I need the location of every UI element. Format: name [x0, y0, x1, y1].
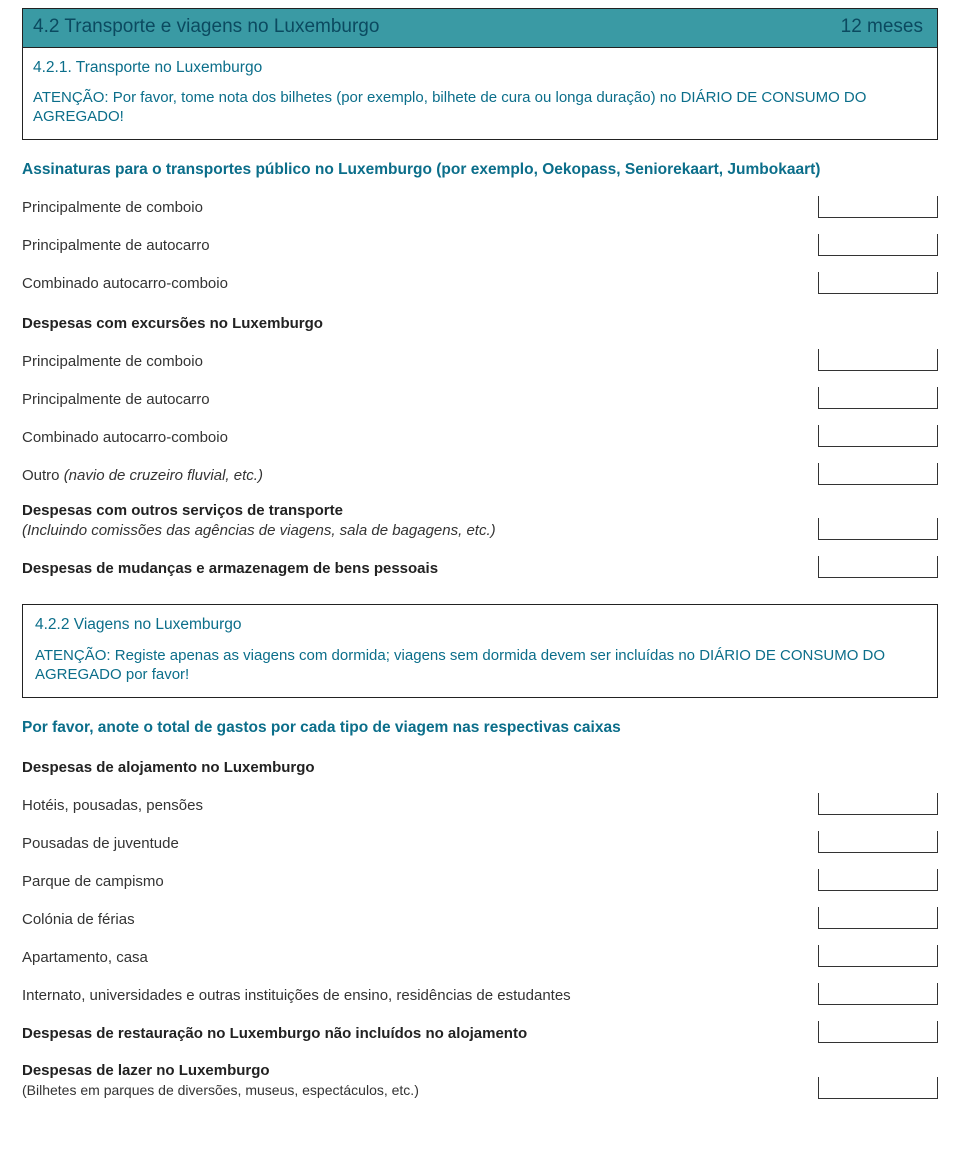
- form-row: Despesas de mudanças e armazenagem de be…: [22, 556, 938, 578]
- row-label: Combinado autocarro-comboio: [22, 428, 818, 448]
- row-label: Despesas de lazer no Luxemburgo (Bilhete…: [22, 1061, 818, 1099]
- subsection-421-box: 4.2.1. Transporte no Luxemburgo ATENÇÃO:…: [22, 48, 938, 140]
- attention-421: ATENÇÃO: Por favor, tome nota dos bilhet…: [33, 88, 927, 127]
- lazer-heading: Despesas de lazer no Luxemburgo: [22, 1062, 270, 1079]
- outros-sub: (Incluindo comissões das agências de via…: [22, 521, 808, 541]
- row-label: Principalmente de comboio: [22, 198, 818, 218]
- form-row: Principalmente de autocarro: [22, 234, 938, 256]
- form-row: Principalmente de comboio: [22, 196, 938, 218]
- form-row: Principalmente de comboio: [22, 349, 938, 371]
- amount-input[interactable]: [818, 983, 938, 1005]
- lazer-sub: (Bilhetes em parques de diversões, museu…: [22, 1081, 808, 1099]
- subsection-421-title: 4.2.1. Transporte no Luxemburgo: [33, 58, 927, 78]
- row-label: Despesas com outros serviços de transpor…: [22, 501, 818, 540]
- row-label: Pousadas de juventude: [22, 834, 818, 854]
- row-label: Principalmente de autocarro: [22, 390, 818, 410]
- form-row: Despesas de lazer no Luxemburgo (Bilhete…: [22, 1061, 938, 1099]
- form-row: Despesas de restauração no Luxemburgo nã…: [22, 1021, 938, 1043]
- amount-input[interactable]: [818, 349, 938, 371]
- excursoes-heading: Despesas com excursões no Luxemburgo: [22, 314, 938, 334]
- amount-input[interactable]: [818, 793, 938, 815]
- mudancas-label: Despesas de mudanças e armazenagem de be…: [22, 559, 818, 579]
- form-row: Apartamento, casa: [22, 945, 938, 967]
- form-row: Combinado autocarro-comboio: [22, 425, 938, 447]
- form-row: Colónia de férias: [22, 907, 938, 929]
- form-row: Principalmente de autocarro: [22, 387, 938, 409]
- row-label-pre: Outro: [22, 467, 64, 484]
- row-label: Colónia de férias: [22, 910, 818, 930]
- row-label: Hotéis, pousadas, pensões: [22, 796, 818, 816]
- row-label: Principalmente de autocarro: [22, 236, 818, 256]
- amount-input[interactable]: [818, 1021, 938, 1043]
- amount-input[interactable]: [818, 907, 938, 929]
- amount-input[interactable]: [818, 869, 938, 891]
- amount-input[interactable]: [818, 272, 938, 294]
- amount-input[interactable]: [818, 518, 938, 540]
- header-period: 12 meses: [841, 15, 923, 40]
- form-row: Internato, universidades e outras instit…: [22, 983, 938, 1005]
- form-row: Pousadas de juventude: [22, 831, 938, 853]
- subsection-422-title: 4.2.2 Viagens no Luxemburgo: [35, 615, 925, 635]
- section-header-42: 4.2 Transporte e viagens no Luxemburgo 1…: [22, 8, 938, 48]
- outros-heading: Despesas com outros serviços de transpor…: [22, 502, 343, 519]
- amount-input[interactable]: [818, 945, 938, 967]
- form-row: Combinado autocarro-comboio: [22, 272, 938, 294]
- subsection-422-box: 4.2.2 Viagens no Luxemburgo ATENÇÃO: Reg…: [22, 604, 938, 697]
- row-label: Combinado autocarro-comboio: [22, 274, 818, 294]
- row-label: Outro (navio de cruzeiro fluvial, etc.): [22, 466, 818, 486]
- assinaturas-heading: Assinaturas para o transportes público n…: [22, 160, 938, 180]
- header-title: 4.2 Transporte e viagens no Luxemburgo: [33, 15, 379, 40]
- amount-input[interactable]: [818, 463, 938, 485]
- amount-input[interactable]: [818, 387, 938, 409]
- form-row: Parque de campismo: [22, 869, 938, 891]
- amount-input[interactable]: [818, 234, 938, 256]
- attention-422: ATENÇÃO: Registe apenas as viagens com d…: [35, 646, 925, 685]
- amount-input[interactable]: [818, 1077, 938, 1099]
- row-label: Internato, universidades e outras instit…: [22, 986, 818, 1006]
- alojamento-heading: Despesas de alojamento no Luxemburgo: [22, 758, 938, 778]
- form-row: Despesas com outros serviços de transpor…: [22, 501, 938, 540]
- restauracao-label: Despesas de restauração no Luxemburgo nã…: [22, 1024, 818, 1044]
- amount-input[interactable]: [818, 425, 938, 447]
- form-row: Hotéis, pousadas, pensões: [22, 793, 938, 815]
- amount-input[interactable]: [818, 556, 938, 578]
- row-label-italic: (navio de cruzeiro fluvial, etc.): [64, 467, 263, 484]
- amount-input[interactable]: [818, 831, 938, 853]
- row-label: Apartamento, casa: [22, 948, 818, 968]
- row-label: Parque de campismo: [22, 872, 818, 892]
- form-row: Outro (navio de cruzeiro fluvial, etc.): [22, 463, 938, 485]
- instruction-text: Por favor, anote o total de gastos por c…: [22, 718, 938, 738]
- row-label: Principalmente de comboio: [22, 352, 818, 372]
- amount-input[interactable]: [818, 196, 938, 218]
